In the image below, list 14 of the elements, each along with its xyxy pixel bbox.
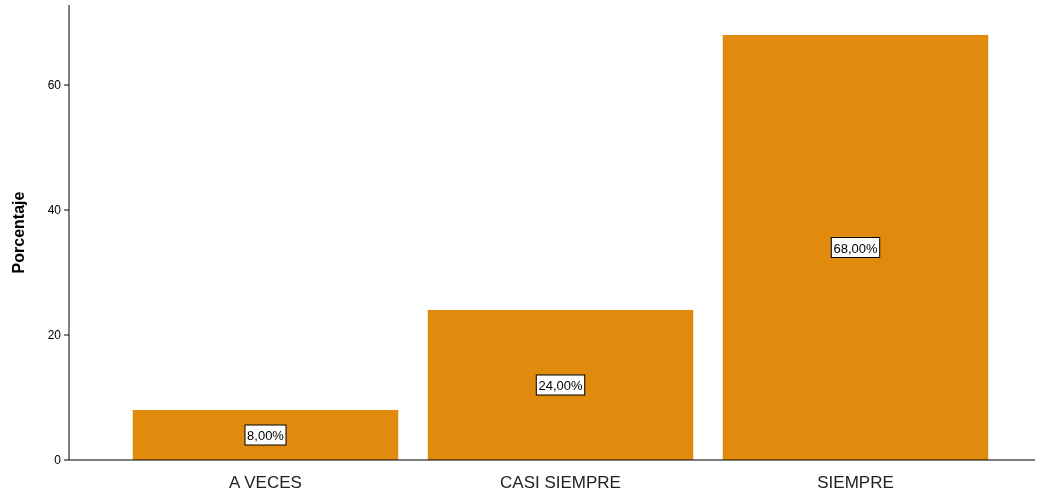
x-tick-label: CASI SIEMPRE xyxy=(500,473,621,492)
y-tick-label: 0 xyxy=(54,453,62,467)
x-tick-label: SIEMPRE xyxy=(817,473,894,492)
y-tick-label: 60 xyxy=(47,78,62,92)
data-label: 68,00% xyxy=(833,240,878,256)
x-tick-label: A VECES xyxy=(229,473,302,492)
data-label: 24,00% xyxy=(538,378,583,393)
y-tick-label: 40 xyxy=(47,203,62,217)
y-axis-title: Porcentaje xyxy=(10,191,27,274)
bar xyxy=(722,35,989,460)
y-tick-label: 20 xyxy=(47,328,62,342)
bar xyxy=(427,310,694,460)
bar xyxy=(132,410,399,460)
data-label: 8,00% xyxy=(247,428,285,443)
